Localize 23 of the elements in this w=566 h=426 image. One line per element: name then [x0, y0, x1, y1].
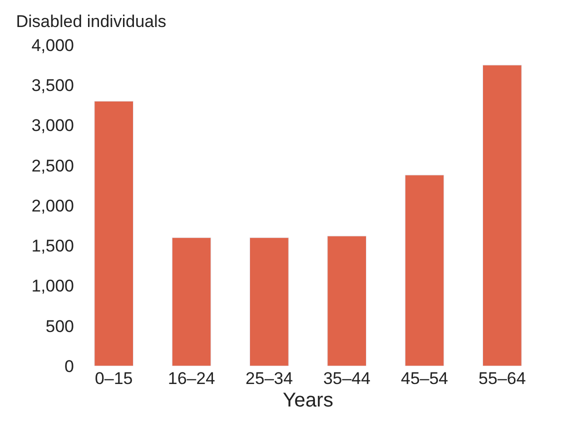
bar — [327, 236, 366, 366]
x-tick-label: 16–24 — [168, 369, 216, 388]
y-tick-label: 500 — [46, 316, 74, 336]
y-axis-title: Disabled individuals — [16, 12, 166, 31]
y-tick-label: 3,500 — [31, 76, 74, 96]
y-tick-label: 0 — [64, 356, 74, 376]
x-tick-label: 0–15 — [94, 369, 133, 388]
bar — [250, 237, 289, 366]
y-tick-label: 1,500 — [31, 236, 74, 256]
bar — [482, 64, 522, 366]
bar — [172, 237, 212, 366]
y-tick-label: 4,000 — [31, 36, 74, 55]
x-tick-label: 45–54 — [400, 369, 448, 388]
y-tick-label: 2,000 — [31, 196, 74, 216]
y-tick-label: 3,000 — [31, 116, 74, 136]
bar — [404, 174, 444, 366]
bar — [94, 100, 134, 366]
x-tick-label: 25–34 — [246, 369, 293, 388]
x-axis-title: Years — [282, 390, 334, 412]
y-tick-label: 2,500 — [31, 156, 74, 176]
y-tick-label: 1,000 — [31, 276, 74, 296]
x-tick-label: 55–64 — [478, 369, 526, 388]
x-tick-label: 35–44 — [323, 369, 370, 388]
